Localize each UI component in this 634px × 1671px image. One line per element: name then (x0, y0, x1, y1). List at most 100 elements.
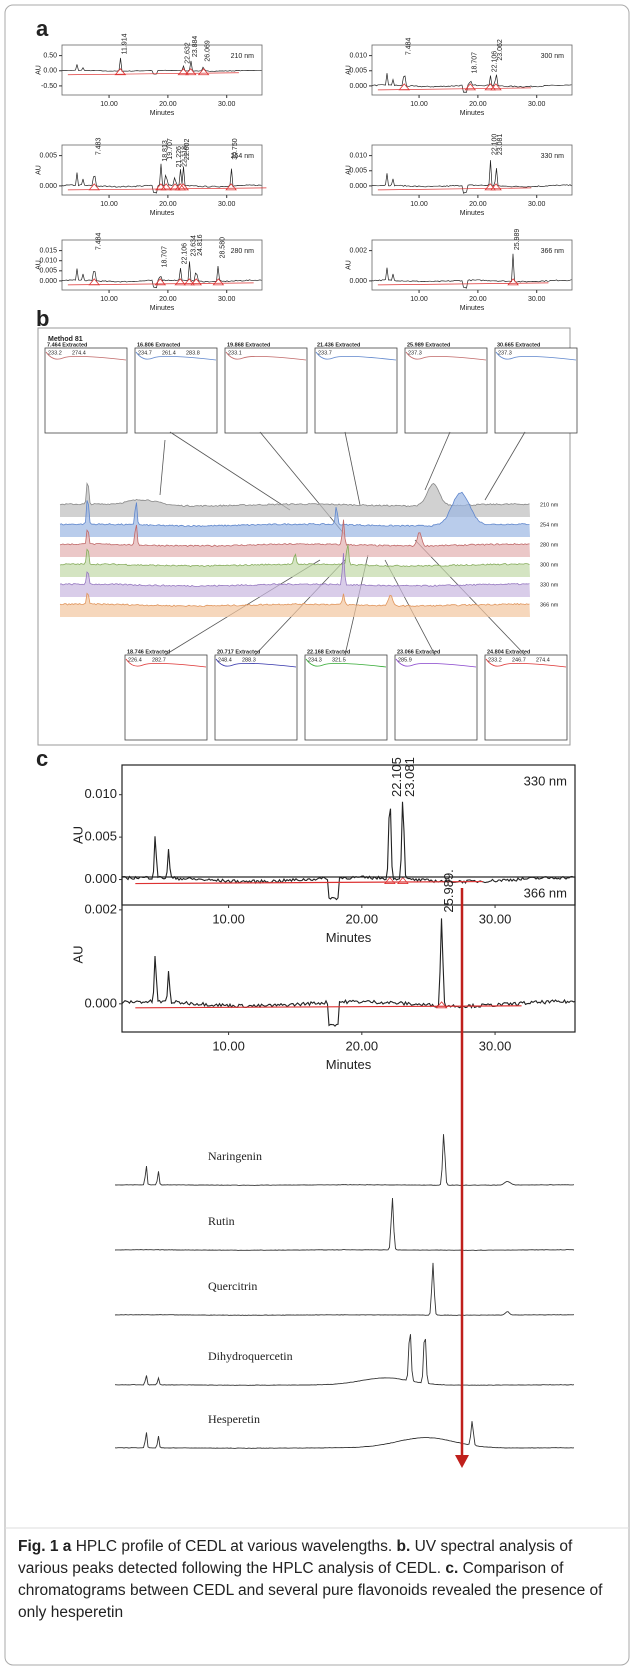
peak-label: 28.580 (219, 237, 226, 259)
trace (59, 491, 530, 528)
x-tick-label: 30.00 (479, 911, 512, 926)
spectrum-inset (44, 347, 128, 434)
x-tick-label: 20.00 (469, 201, 487, 208)
y-axis-label: AU (36, 165, 43, 175)
spectrum-inset (124, 654, 208, 741)
spectrum-inset (494, 347, 578, 434)
x-axis-label: Minutes (326, 930, 372, 945)
peak-label: 18.707 (471, 52, 478, 74)
trace-label: 280 nm (540, 542, 559, 548)
inset-value: 321.5 (332, 657, 346, 663)
peak-marker (490, 83, 502, 91)
plot-frame (61, 239, 263, 291)
x-tick-label: 30.00 (479, 1038, 512, 1053)
peak-label: 7.484 (405, 37, 412, 55)
trace (59, 481, 530, 508)
spectrum-curve (225, 351, 307, 361)
connector (259, 431, 346, 536)
plot-frame (61, 144, 263, 196)
peak-marker (225, 183, 237, 191)
arrow-head (455, 1455, 469, 1468)
inset-value: 226.4 (128, 657, 142, 663)
trace-label: 254 nm (540, 522, 559, 528)
peak-label: 22.105 (389, 757, 404, 797)
chromatogram-trace (122, 801, 575, 901)
y-axis-label: AU (346, 65, 353, 75)
trace (59, 592, 530, 608)
peak-label: 22.106 (181, 243, 188, 265)
peak-marker (160, 183, 173, 191)
peak-marker (177, 183, 190, 191)
inset-title: 20.717 Extracted (217, 649, 260, 655)
peak-marker (484, 183, 497, 191)
peak-label: 23.884 (192, 36, 199, 58)
wavelength-label: 330 nm (541, 153, 565, 160)
trace-fill (60, 544, 530, 577)
caption-text: HPLC profile of CEDL at various waveleng… (75, 1538, 393, 1555)
chromatogram-trace (62, 163, 262, 194)
integration-baseline (377, 282, 549, 286)
plot-frame (371, 144, 573, 196)
caption-part-label: a (62, 1538, 72, 1555)
peak-label: 23.081 (402, 757, 417, 797)
peak-label: 24.816 (197, 234, 204, 256)
caption: Fig. 1 a HPLC profile of CEDL at various… (18, 1536, 616, 1624)
connector (414, 539, 526, 656)
y-tick-label: 0.005 (39, 152, 57, 159)
peak-label: 23.634 (190, 235, 197, 257)
caption-part-label: c. (445, 1560, 459, 1577)
peak-marker (88, 278, 101, 286)
x-axis-label: Minutes (326, 1057, 372, 1072)
wavelength-label: 366 nm (524, 885, 567, 900)
x-tick-label: 10.00 (212, 911, 245, 926)
wavelength-label: 280 nm (231, 248, 255, 255)
integration-baseline (67, 72, 239, 76)
x-axis-label: Minutes (150, 305, 175, 312)
y-tick-label: 0.000 (84, 995, 117, 1010)
peak-label: 22.100 (491, 134, 498, 156)
x-tick-label: 20.00 (159, 296, 177, 303)
y-tick-label: 0.002 (349, 247, 367, 254)
inset-value: 288.3 (242, 657, 256, 663)
connector (484, 431, 526, 501)
plot-frame (371, 239, 573, 291)
spectrum-curve (125, 658, 207, 668)
y-tick-label: 0.005 (349, 68, 367, 75)
standard-name: Hesperetin (208, 1412, 260, 1426)
peak-label: 11.914 (121, 33, 128, 54)
peak-label: 7.484 (95, 232, 102, 250)
trace-fill (60, 483, 530, 517)
peak-label: 19.707 (167, 138, 174, 160)
spectrum-curve (305, 658, 387, 668)
trace-fill (60, 519, 530, 557)
peak-label: 30.750 (232, 138, 239, 160)
inset-value: 248.4 (218, 657, 232, 663)
inset-value: 285.9 (398, 657, 412, 663)
peak-label: 18.813 (162, 140, 169, 162)
peak-label: 23.081 (497, 134, 504, 156)
wavelength-label: 254 nm (231, 153, 255, 160)
x-tick-label: 20.00 (469, 296, 487, 303)
y-tick-label: 0.000 (349, 183, 367, 190)
inset-value: 233.2 (488, 657, 502, 663)
x-tick-label: 10.00 (100, 296, 118, 303)
standard-name: Rutin (208, 1214, 235, 1228)
peak-label: 22.106 (491, 51, 498, 73)
peak-label: 18.707 (161, 246, 168, 268)
spectrum-inset (314, 347, 398, 434)
peak-marker (384, 876, 396, 884)
peak-label: 22.632 (184, 42, 191, 64)
inset-value: 274.4 (72, 350, 86, 356)
x-tick-label: 20.00 (159, 101, 177, 108)
peak-marker (398, 83, 411, 91)
y-axis-label: AU (346, 165, 353, 175)
connector (159, 439, 166, 496)
spectrum-inset (404, 347, 488, 434)
caption-text: Comparison of chromatograms between CEDL… (18, 1560, 603, 1621)
inset-value: 237.3 (408, 350, 422, 356)
inset-title: 18.746 Extracted (127, 649, 170, 655)
inset-value: 237.3 (498, 350, 512, 356)
inset-value: 234.3 (308, 657, 322, 663)
